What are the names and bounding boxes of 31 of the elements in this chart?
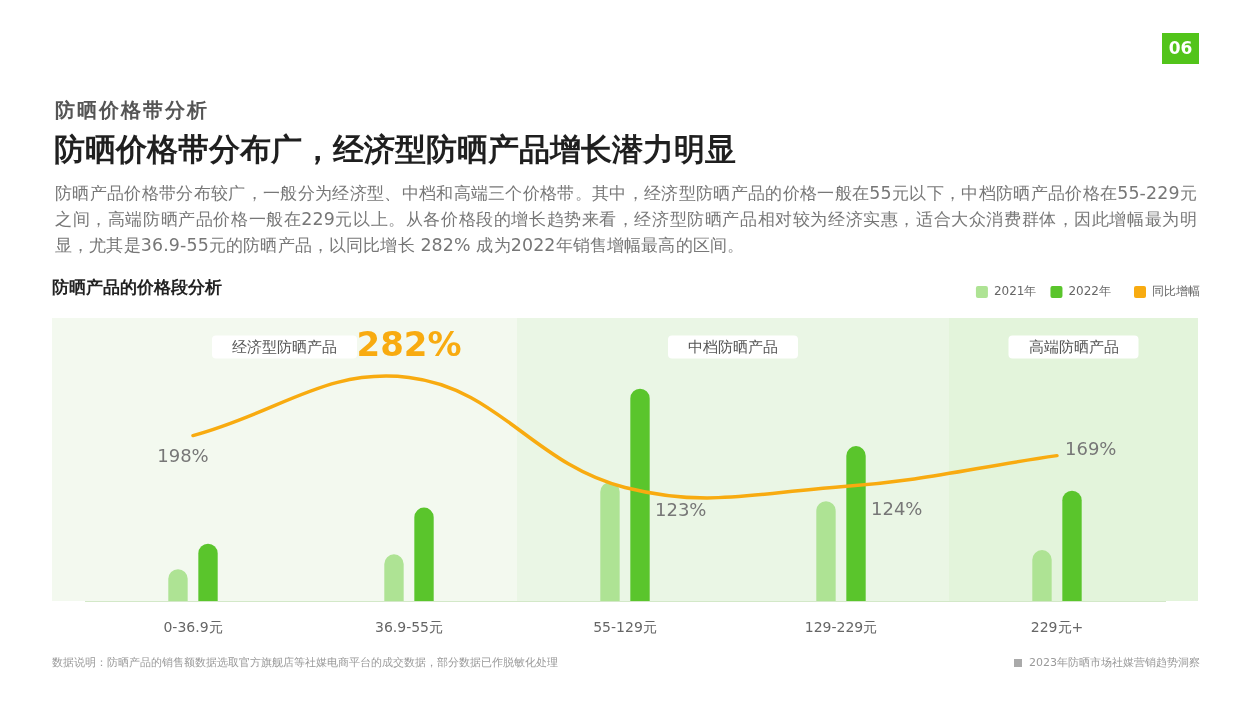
chart-subtitle: 防晒产品价格带分布较广，一般分为经济型、中档和高端三个价格带。其中，经济型防晒产品的价格一般在55元以下，中档防晒产品价格在55-229元之间，高端防晒产品价格一般在229元以上。从各价格段的增长趋势来看，经济型防晒产品相对较为经济实惠，适合大众消费群体，因此增幅最为明显，尤其是36.9-55元的防晒产品，以同比增长 282% 成为2022年销售增幅最高的区间。 xyxy=(55,182,1197,257)
data-label: 123% xyxy=(655,499,707,521)
bar xyxy=(198,543,218,601)
data-label: 198% xyxy=(157,445,209,467)
bar xyxy=(600,482,620,601)
chart-title: 防晒价格带分布广，经济型防晒产品增长潜力明显 xyxy=(54,131,736,169)
bar xyxy=(1032,550,1052,601)
bar xyxy=(816,501,836,601)
x-tick-label: 0-36.9元 xyxy=(163,619,223,636)
text: 防晒价格带分析 xyxy=(55,97,209,123)
legend-label: 2021年 xyxy=(993,284,1037,299)
bar xyxy=(384,554,404,601)
data-label: 282% xyxy=(356,324,462,365)
band-label: 高端防晒产品 xyxy=(1028,337,1119,356)
text: 2023年防晒市场社媒营销趋势洞察 xyxy=(1029,656,1200,670)
bar xyxy=(846,446,866,601)
bar xyxy=(414,507,434,601)
legend-label: 同比增幅 xyxy=(1152,284,1200,299)
x-tick-label: 129-229元 xyxy=(804,619,878,636)
band-label: 经济型防晒产品 xyxy=(232,337,337,356)
legend-label: 2022年 xyxy=(1068,284,1112,299)
text: 防晒产品的价格段分析 xyxy=(52,276,222,298)
data-label: 124% xyxy=(871,498,923,520)
band-label: 中档防晒产品 xyxy=(688,337,778,356)
text: 数据说明：防晒产品的销售额数据选取官方旗舰店等社媒电商平台的成交数据，部分数据已作脱敏化处理 xyxy=(52,656,558,670)
x-tick-label: 229元+ xyxy=(1030,619,1084,636)
x-tick-label: 55-129元 xyxy=(593,619,657,636)
bar xyxy=(1062,490,1082,601)
x-tick-label: 36.9-55元 xyxy=(374,619,444,636)
data-label: 169% xyxy=(1065,438,1117,460)
bar xyxy=(630,388,650,601)
